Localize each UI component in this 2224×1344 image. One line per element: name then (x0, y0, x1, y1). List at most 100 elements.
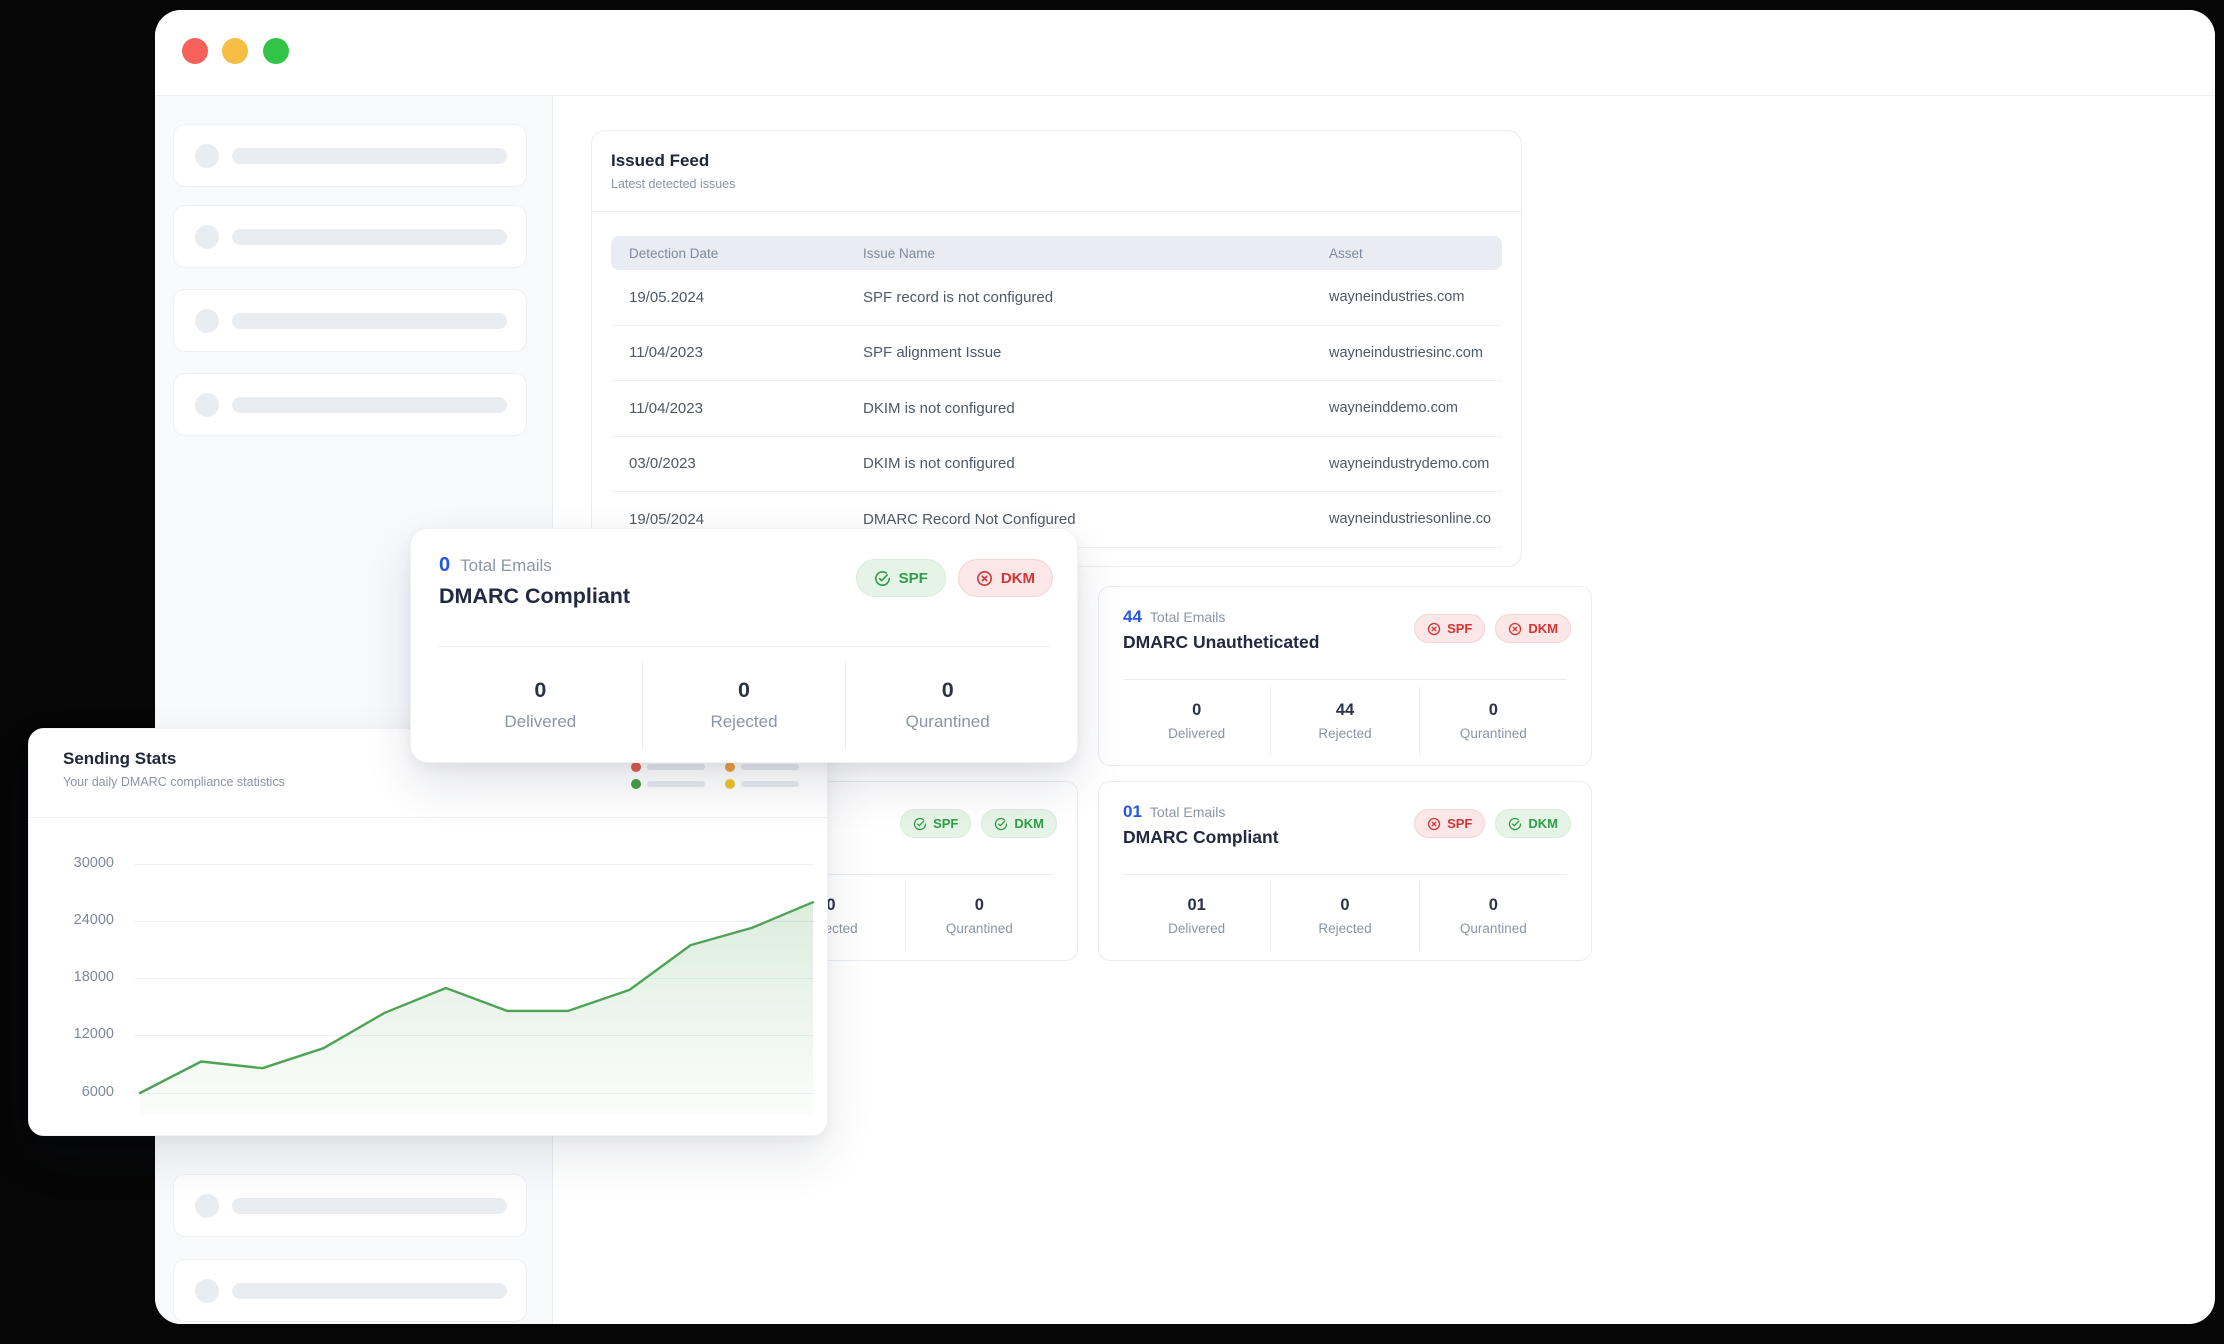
table-row: 19/05.2024 SPF record is not configured … (611, 270, 1502, 326)
gridline (134, 978, 814, 979)
check-circle-icon (1509, 817, 1522, 830)
total-emails: 44 Total Emails (1123, 607, 1225, 627)
x-circle-icon (1427, 622, 1441, 635)
legend-item (725, 762, 799, 772)
dmarc-compliant-card: 01 Total Emails DMARC Compliant SPF DKM … (1098, 781, 1592, 961)
divider (1123, 874, 1567, 875)
stat-value: 0 (1192, 701, 1202, 719)
asset: wayneindustriesonline.co (1329, 511, 1492, 528)
legend-item (725, 779, 799, 789)
dmarc-compliant-overlay-card: 0 Total Emails DMARC Compliant SPF DKM 0… (410, 528, 1078, 763)
skeleton-avatar (195, 225, 219, 249)
stat-value: 0 (1488, 701, 1498, 719)
stat-label: Qurantined (905, 712, 990, 731)
detection-date: 19/05/2024 (629, 510, 705, 528)
skeleton-avatar (195, 144, 219, 168)
issued-feed-card: Issued Feed Latest detected issues Detec… (591, 130, 1522, 567)
skeleton-avatar (195, 1194, 219, 1218)
stat-label: Qurantined (1459, 921, 1527, 936)
issue-name: DKIM is not configured (863, 455, 1015, 473)
line-chart: 30000 24000 18000 12000 6000 (29, 824, 829, 1124)
badge-label: DKM (1000, 569, 1035, 587)
stat-value: 0 (974, 896, 984, 914)
legend-skeleton-bar (647, 781, 705, 787)
detection-date: 11/04/2023 (629, 344, 703, 362)
total-value: 0 (439, 554, 451, 576)
stat-label: Rejected (710, 712, 778, 731)
stat-value: 01 (1187, 896, 1206, 914)
sidebar-skeleton-item (173, 1259, 527, 1322)
legend-dot-red (631, 762, 641, 772)
stats-row: 0 Delivered 44 Rejected 0 Qurantined (1123, 687, 1567, 755)
card-title: Sending Stats (63, 749, 177, 768)
sidebar-skeleton-item (173, 373, 527, 436)
skeleton-bar (232, 1198, 507, 1214)
stat-label: Delivered (1168, 726, 1226, 741)
gridline (134, 921, 814, 922)
stat-rejected: 0 Rejected (1270, 882, 1418, 950)
spf-status-badge: SPF (1414, 809, 1486, 838)
close-button[interactable] (182, 38, 208, 64)
table-row: 11/04/2023 DKIM is not configured waynei… (611, 381, 1502, 437)
status-badges: SPF DKM (1414, 809, 1571, 838)
total-value: 01 (1123, 802, 1142, 821)
stat-delivered: 0 Delivered (1123, 687, 1270, 755)
gridline (134, 864, 814, 865)
stat-rejected: 44 Rejected (1270, 687, 1418, 755)
stat-value: 0 (826, 896, 836, 914)
legend-dot-yellow (725, 779, 735, 789)
stat-quarantined: 0 Qurantined (1418, 882, 1567, 950)
issue-name: DKIM is not configured (863, 399, 1015, 417)
issue-name: SPF record is not configured (863, 288, 1054, 306)
issue-name: SPF alignment Issue (863, 344, 1002, 362)
dkm-status-badge: DKM (981, 809, 1057, 838)
asset: wayneinddemo.com (1329, 400, 1458, 417)
skeleton-bar (232, 1283, 507, 1299)
legend-skeleton-bar (741, 764, 799, 770)
stat-label: Qurantined (945, 921, 1013, 936)
dkm-status-badge: DKM (957, 559, 1053, 597)
y-axis-tick: 30000 (73, 855, 114, 871)
dmarc-unauthenticated-card: 44 Total Emails DMARC Unautheticated SPF… (1098, 586, 1592, 766)
stat-delivered: 01 Delivered (1123, 882, 1270, 950)
card-title: DMARC Unautheticated (1123, 632, 1320, 652)
legend-item (631, 779, 705, 789)
stat-value: 0 (534, 678, 547, 702)
total-label: Total Emails (1149, 609, 1226, 625)
card-title: DMARC Compliant (1123, 827, 1279, 847)
issue-name: DMARC Record Not Configured (863, 510, 1076, 528)
check-circle-icon (995, 817, 1008, 830)
sidebar-skeleton-item (173, 124, 527, 187)
skeleton-avatar (195, 393, 219, 417)
minimize-button[interactable] (222, 38, 248, 64)
sidebar-skeleton-item (173, 289, 527, 352)
asset: wayneindustriesinc.com (1329, 344, 1483, 361)
legend-item (631, 762, 705, 772)
column-header-asset: Asset (1329, 245, 1363, 261)
titlebar (155, 10, 2215, 96)
stat-value: 0 (1488, 896, 1498, 914)
table-body: 19/05.2024 SPF record is not configured … (611, 270, 1502, 566)
spf-status-badge: SPF (1414, 614, 1486, 643)
detection-date: 11/04/2023 (629, 399, 703, 417)
stat-value: 0 (941, 678, 954, 702)
y-axis-tick: 12000 (73, 1026, 114, 1042)
dkm-status-badge: DKM (1495, 614, 1571, 643)
maximize-button[interactable] (263, 38, 289, 64)
badge-label: DKM (1528, 816, 1558, 831)
status-badges: SPF DKM (900, 809, 1057, 838)
stat-label: Rejected (1318, 921, 1372, 936)
x-circle-icon (976, 570, 992, 586)
y-axis-tick: 24000 (73, 912, 114, 928)
status-badges: SPF DKM (1414, 614, 1571, 643)
stat-quarantined: 0 Qurantined (845, 661, 1049, 749)
detection-date: 19/05.2024 (629, 288, 705, 306)
badge-label: SPF (933, 816, 959, 831)
stat-quarantined: 0 Qurantined (904, 882, 1053, 950)
chart-legend (631, 762, 799, 796)
sidebar-skeleton-item (173, 205, 527, 268)
spf-status-badge: SPF (900, 809, 972, 838)
status-badges: SPF DKM (855, 559, 1053, 597)
stat-label: Qurantined (1459, 726, 1527, 741)
